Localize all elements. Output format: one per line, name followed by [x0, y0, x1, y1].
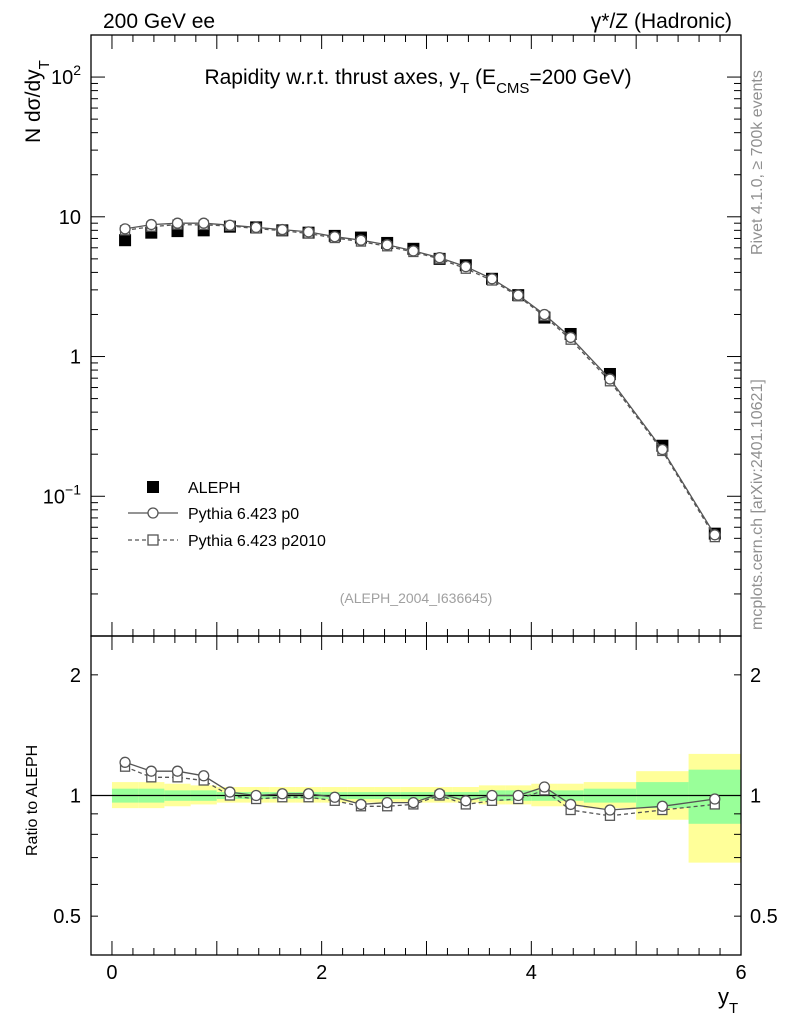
- ratio-pythia-p0-point: [355, 798, 367, 811]
- main-pythia-p0-point: [276, 223, 288, 236]
- ratio-pythia-p0-point: [145, 765, 157, 777]
- x-tick-label: 4: [526, 962, 537, 984]
- mcplots-reference-label: mcplots.cern.ch [arXiv:2401.10621]: [749, 379, 766, 630]
- main-pythia-p0-point: [355, 234, 367, 246]
- ratio-pythia-p0-point: [407, 796, 420, 809]
- ratio-y-tick-label-left: 2: [70, 665, 81, 687]
- main-y-tick-label: 10: [59, 207, 81, 229]
- legend-marker-pythia-p2010: [147, 534, 159, 546]
- main-pythia-p0-point: [407, 245, 420, 257]
- ratio-pythia-p0-point: [381, 796, 393, 809]
- legend: ALEPH Pythia 6.423 p0 Pythia 6.423 p2010: [128, 480, 326, 550]
- legend-label-pythia-p2010: Pythia 6.423 p2010: [188, 533, 326, 550]
- main-pythia-p0-point: [512, 289, 524, 301]
- ratio-y-tick-label-right: 0.5: [750, 906, 778, 928]
- main-y-tick-label: 1: [70, 347, 81, 369]
- ratio-y-tick-label-left: 1: [70, 786, 81, 808]
- main-pythia-p0-point: [564, 331, 577, 344]
- ratio-pythia-p0-point: [604, 804, 616, 816]
- ratio-pythia-p0-point: [119, 756, 131, 768]
- main-plot-title: Rapidity w.r.t. thrust axes, yT (ECMS=20…: [204, 66, 631, 97]
- legend-marker-pythia-p0: [147, 507, 159, 519]
- ratio-pythia-p0-point: [538, 781, 551, 793]
- main-pythia-p0-point: [709, 529, 721, 541]
- ratio-y-tick-label-right: 2: [750, 665, 761, 687]
- x-tick-label: 2: [316, 962, 327, 984]
- axes: 102 10 1 10−1 2 2 1 1 0.5 0.5 0 2 4 6: [43, 34, 778, 984]
- x-axis-label: yT: [718, 984, 738, 1017]
- main-pythia-p0-point: [145, 218, 157, 231]
- ratio-y-axis-label: Ratio to ALEPH: [24, 745, 41, 856]
- ratio-pythia-p0-point: [250, 789, 262, 802]
- x-tick-label: 0: [106, 962, 117, 984]
- main-pythia-p0-point: [433, 252, 446, 264]
- main-y-axis-label: N dσ/dyT: [22, 60, 53, 143]
- main-pythia-p0-point: [198, 217, 210, 229]
- ratio-pythia-p0-point: [276, 788, 288, 800]
- ratio-pythia-p0-point: [709, 793, 721, 805]
- ratio-pythia-p0-point: [302, 788, 315, 800]
- ratio-pythia-p0-point: [512, 789, 524, 802]
- ratio-pythia-p0-point: [171, 765, 184, 777]
- ratio-pythia-p0-point: [329, 791, 341, 803]
- main-pythia-p0-point: [604, 373, 616, 385]
- main-pythia-p0-point: [538, 308, 551, 321]
- ratio-y-tick-label-right: 1: [750, 786, 761, 808]
- main-pythia-p0-point: [224, 219, 236, 231]
- ratio-pythia-p0-point: [486, 789, 498, 802]
- ratio-pythia-p0-point: [460, 795, 472, 807]
- rivet-version-label: Rivet 4.1.0, ≥ 700k events: [749, 70, 766, 255]
- main-pythia-p0-point: [329, 231, 341, 243]
- main-y-tick-label: 10−1: [43, 481, 81, 508]
- main-pythia-p0-point: [250, 221, 262, 234]
- ratio-pythia-p0-point: [224, 786, 236, 798]
- aleph-data-point: [119, 234, 132, 247]
- main-pythia-p0-point: [119, 223, 131, 235]
- main-pythia-p0-point: [302, 226, 315, 238]
- main-y-tick-label: 102: [51, 62, 81, 89]
- legend-label-aleph: ALEPH: [188, 480, 240, 497]
- ratio-pythia-p0-point: [433, 788, 446, 800]
- header-energy-label: 200 GeV ee: [103, 10, 215, 33]
- main-pythia-p0-point: [460, 260, 472, 273]
- data-series: [119, 217, 721, 821]
- ratio-pythia-p0-point: [656, 800, 669, 812]
- ratio-y-tick-label-left: 0.5: [53, 906, 81, 928]
- main-pythia-p2010-line: [125, 223, 716, 538]
- analysis-id-watermark: (ALEPH_2004_I636645): [340, 590, 493, 606]
- ratio-pythia-p0-point: [198, 770, 210, 782]
- legend-label-pythia-p0: Pythia 6.423 p0: [188, 506, 299, 523]
- ratio-pythia-p0-point: [564, 798, 577, 811]
- x-tick-label: 6: [735, 962, 746, 984]
- main-pythia-p0-point: [486, 273, 498, 285]
- legend-marker-aleph: [147, 481, 159, 493]
- main-pythia-p0-point: [381, 239, 393, 251]
- main-pythia-p0-point: [171, 217, 184, 229]
- main-pythia-p0-point: [656, 443, 669, 456]
- ratio-uncertainty-bands: [111, 753, 741, 863]
- header-process-label: γ*/Z (Hadronic): [591, 10, 732, 33]
